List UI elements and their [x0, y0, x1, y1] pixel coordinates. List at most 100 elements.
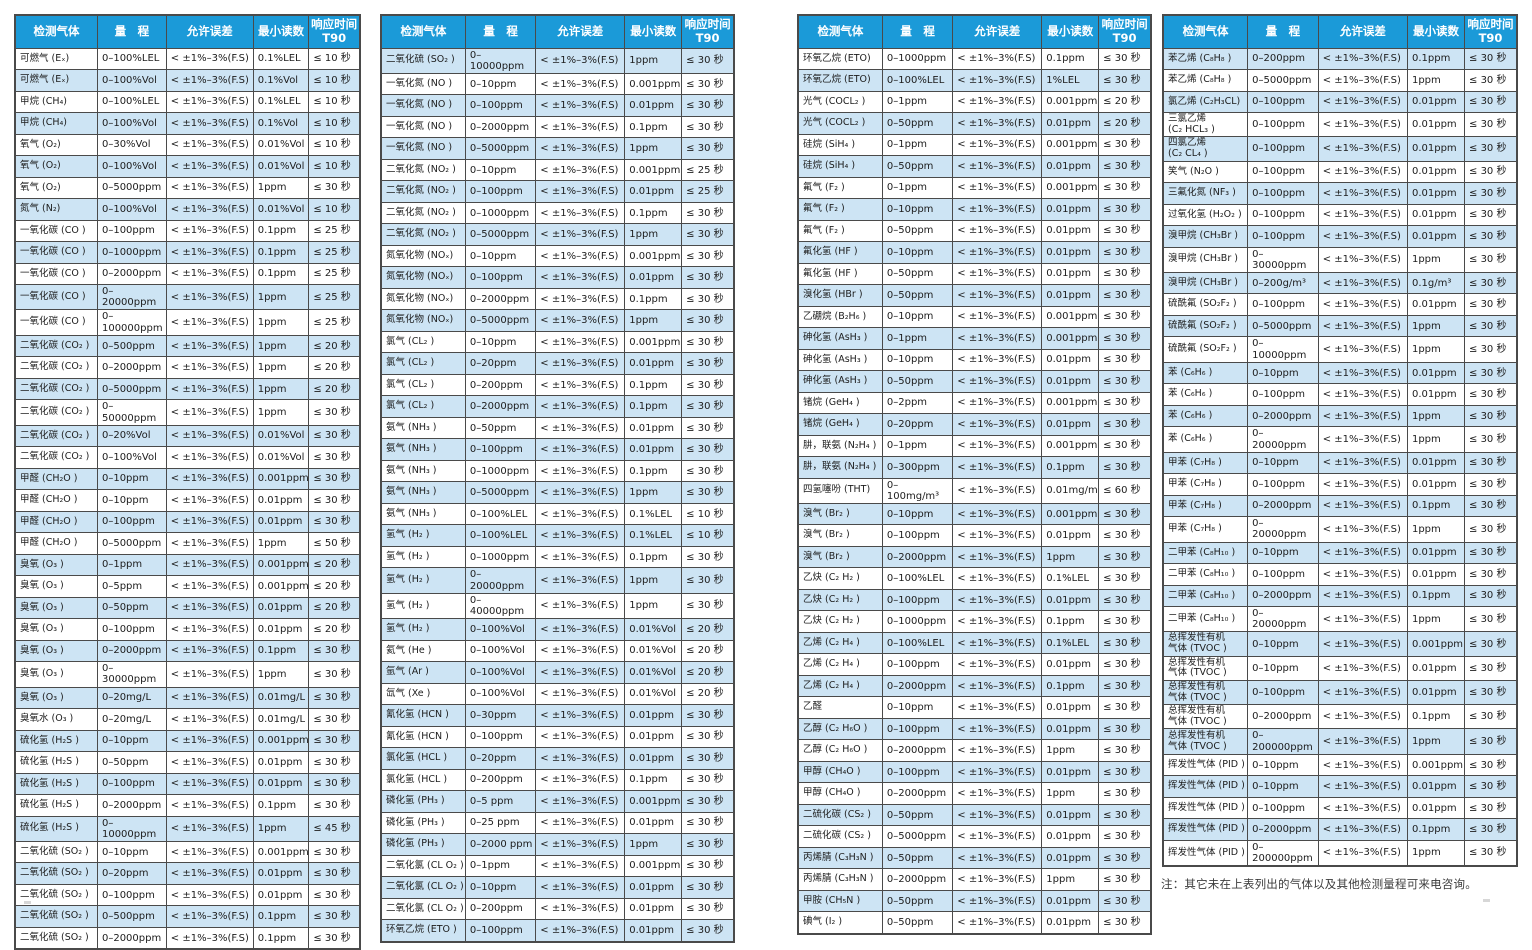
column-header: 允许误差	[952, 14, 1043, 49]
gas-name-cell: 二氧化氯 (CL O₂ )	[380, 876, 466, 899]
response-time-cell: ≤ 30 秒	[1098, 653, 1152, 676]
range-cell: 0–30%Vol	[96, 133, 167, 157]
response-time-cell: ≤ 25 秒	[681, 158, 735, 182]
error-cell: < ±1%–3%(F.S)	[165, 133, 254, 157]
response-time-cell: ≤ 30 秒	[1098, 133, 1152, 157]
error-cell: < ±1%–3%(F.S)	[535, 919, 626, 943]
gas-name-cell: 砷化氢 (AsH₃ )	[797, 348, 883, 372]
gas-name-cell: 二氧化氮 (NO₂ )	[380, 223, 466, 246]
response-time-cell: ≤ 30 秒	[1098, 198, 1152, 221]
min-reading-cell: 0.1ppm	[252, 926, 310, 950]
error-cell: < ±1%–3%(F.S)	[952, 868, 1043, 891]
gas-name-cell: 丙烯腈 (C₃H₃N )	[797, 846, 883, 870]
min-reading-cell: 0.01%Vol	[252, 424, 310, 448]
min-reading-cell: 0.01ppm	[1406, 541, 1466, 565]
table-row: 甲苯 (C₇H₈ ) 0–10ppm < ±1%–3%(F.S) 0.01ppm ≤ 3…	[1162, 451, 1518, 475]
range-cell: 0–200ppm	[464, 897, 537, 921]
table-row: 氢气 (H₂ ) 0–40000ppm < ±1%–3%(F.S) 1ppm ≤ 30 …	[380, 592, 735, 620]
range-cell: 0–1ppm	[881, 90, 954, 114]
range-cell: 0–1ppm	[881, 327, 954, 350]
table-row: 甲醛 (CH₂O ) 0–5000ppm < ±1%–3%(F.S) 1ppm ≤ 50…	[14, 532, 361, 555]
gas-name-cell: 二氧化碳 (CO₂ )	[14, 446, 98, 469]
gas-name-cell: 乙烯 (C₂ H₄ )	[797, 631, 883, 655]
table-row: 可燃气 (Eₓ) 0–100%Vol < ±1%–3%(F.S) 0.1%Vol ≤ 1…	[14, 69, 361, 92]
range-cell: 0–10ppm	[881, 502, 954, 526]
error-cell: < ±1%–3%(F.S)	[952, 198, 1043, 221]
response-time-cell: ≤ 30 秒	[308, 467, 361, 491]
error-cell: < ±1%–3%(F.S)	[535, 115, 626, 139]
table-row: 一氧化氮 (NO ) 0–100ppm < ±1%–3%(F.S) 0.01ppm ≤ …	[380, 94, 735, 117]
min-reading-cell: 0.01ppm	[1041, 219, 1100, 243]
range-cell: 0–100ppm	[1247, 473, 1319, 496]
range-cell: 0–50ppm	[881, 155, 954, 178]
error-cell: < ±1%–3%(F.S)	[165, 794, 254, 817]
range-cell: 0–100%LEL	[464, 502, 537, 526]
error-cell: < ±1%–3%(F.S)	[1317, 404, 1408, 428]
error-cell: < ±1%–3%(F.S)	[1317, 160, 1408, 184]
range-cell: 0–100ppm	[881, 653, 954, 676]
table-row: 氮气 (N₂) 0–100%Vol < ±1%–3%(F.S) 0.01%Vol ≤ 1…	[14, 198, 361, 221]
range-cell: 0–1000ppm	[881, 610, 954, 633]
min-reading-cell: 1ppm	[624, 567, 683, 594]
min-reading-cell: 0.1ppm	[624, 768, 683, 792]
error-cell: < ±1%–3%(F.S)	[1317, 839, 1408, 867]
min-reading-cell: 0.1ppm	[1041, 47, 1100, 71]
gas-name-cell: 甲烷 (CH₄)	[14, 90, 98, 114]
table-row: 氟气 (F₂ ) 0–10ppm < ±1%–3%(F.S) 0.01ppm ≤ 30 …	[797, 198, 1152, 221]
min-reading-cell: 1ppm	[252, 356, 310, 379]
min-reading-cell: 0.1%Vol	[252, 69, 310, 92]
error-cell: < ±1%–3%(F.S)	[1317, 753, 1408, 777]
min-reading-cell: 1ppm	[1406, 728, 1466, 755]
range-cell: 0–1ppm	[96, 553, 167, 577]
min-reading-cell: 0.1ppm	[1041, 456, 1100, 479]
min-reading-cell: 0.01ppm	[1041, 155, 1100, 178]
min-reading-cell: 0.01ppm	[1406, 225, 1466, 248]
gas-name-cell: 锗烷 (GeH₄ )	[797, 413, 883, 436]
range-cell: 0–2000ppm	[881, 674, 954, 698]
table-row: 三氟化氮 (NF₃ ) 0–100ppm < ±1%–3%(F.S) 0.01ppm ≤…	[1162, 182, 1518, 205]
range-cell: 0–300ppm	[881, 456, 954, 479]
response-time-cell: ≤ 30 秒	[1098, 284, 1152, 307]
error-cell: < ±1%–3%(F.S)	[952, 567, 1043, 590]
response-time-cell: ≤ 30 秒	[1098, 889, 1152, 913]
range-cell: 0–2000ppm	[881, 782, 954, 805]
range-cell: 0–10000ppm	[464, 47, 537, 74]
table-row: 挥发性气体 (PID ) 0–100ppm < ±1%–3%(F.S) 0.01ppm…	[1162, 796, 1518, 820]
gas-name-cell: 挥发性气体 (PID )	[1162, 839, 1249, 867]
gas-name-cell: 甲醛 (CH₂O )	[14, 467, 98, 491]
range-cell: 0–1ppm	[881, 434, 954, 458]
table-row: 挥发性气体 (PID ) 0–10ppm < ±1%–3%(F.S) 0.01ppm ≤…	[1162, 775, 1518, 798]
response-time-cell: ≤ 30 秒	[1464, 704, 1518, 730]
error-cell: < ±1%–3%(F.S)	[1317, 225, 1408, 248]
range-cell: 0–10ppm	[464, 244, 537, 268]
min-reading-cell: 0.001ppm	[624, 330, 683, 354]
gas-name-cell: 磷化氢 (PH₃ )	[380, 811, 466, 835]
response-time-cell: ≤ 25 秒	[681, 180, 735, 203]
range-cell: 0–50ppm	[881, 889, 954, 913]
range-cell: 0–100%LEL	[881, 567, 954, 590]
response-time-cell: ≤ 30 秒	[308, 905, 361, 928]
gas-name-cell: 乙烯 (C₂ H₄ )	[797, 674, 883, 698]
gas-name-cell: 总挥发性有机 气体 (TVOC )	[1162, 728, 1249, 755]
table-row: 硫化氢 (H₂S ) 0–2000ppm < ±1%–3%(F.S) 0.1ppm ≤ …	[14, 794, 361, 817]
response-time-cell: ≤ 30 秒	[1098, 846, 1152, 870]
error-cell: < ±1%–3%(F.S)	[952, 653, 1043, 676]
range-cell: 0–2000ppm	[464, 395, 537, 418]
min-reading-cell: 0.01ppm	[1406, 112, 1466, 138]
range-cell: 0–100%Vol	[96, 198, 167, 221]
error-cell: < ±1%–3%(F.S)	[952, 348, 1043, 372]
gas-name-cell: 丙烯腈 (C₃H₃N )	[797, 868, 883, 891]
gas-name-cell: 氯气 (CL₂ )	[380, 352, 466, 375]
gas-name-cell: 溴气 (Br₂ )	[797, 524, 883, 547]
error-cell: < ±1%–3%(F.S)	[535, 481, 626, 504]
response-time-cell: ≤ 30 秒	[681, 592, 735, 620]
gas-name-cell: 氮气 (N₂)	[14, 198, 98, 221]
min-reading-cell: 0.1ppm	[624, 373, 683, 397]
response-time-cell: ≤ 25 秒	[308, 284, 361, 311]
min-reading-cell: 0.001ppm	[624, 158, 683, 182]
range-cell: 0–100ppm	[1247, 679, 1319, 706]
min-reading-cell: 0.01ppm	[252, 510, 310, 534]
gas-name-cell: 氨气 (NH₃ )	[380, 438, 466, 461]
range-cell: 0–100ppm	[881, 717, 954, 741]
table-row: 氢气 (H₂ ) 0–1000ppm < ±1%–3%(F.S) 0.1ppm ≤ 30…	[380, 545, 735, 569]
